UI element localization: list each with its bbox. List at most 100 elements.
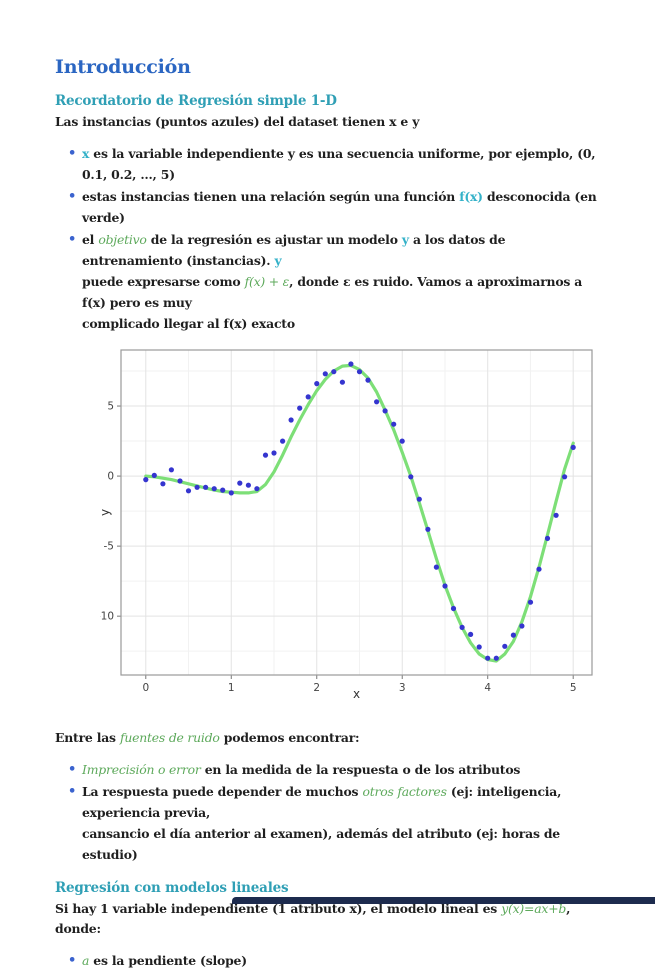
scatter-point xyxy=(553,512,559,518)
inline-cyan-text: y xyxy=(401,232,409,247)
scatter-point xyxy=(408,474,414,480)
section1-bullet-list: x es la variable independiente y es una … xyxy=(55,143,600,334)
scatter-point xyxy=(570,444,576,450)
scatter-point xyxy=(416,496,422,502)
scatter-point xyxy=(433,564,439,570)
scatter-point xyxy=(544,535,551,541)
scatter-point xyxy=(382,408,388,414)
scatter-point xyxy=(391,421,397,427)
inline-text: es la variable independiente y es una se… xyxy=(82,146,596,182)
scatter-point xyxy=(450,605,457,612)
inline-text: La respuesta puede depender de muchos xyxy=(82,784,363,799)
inline-cyan-text: y xyxy=(274,253,282,268)
scatter-point xyxy=(262,452,269,458)
x-tick-label: 2 xyxy=(313,682,320,694)
y-tick-label: 5 xyxy=(107,401,114,413)
scatter-point xyxy=(228,490,234,496)
y-tick-label: -10 xyxy=(100,611,114,623)
scatter-point xyxy=(502,643,508,649)
next-block-top-edge xyxy=(232,897,655,904)
scatter-point xyxy=(254,486,260,492)
scatter-point xyxy=(143,477,149,483)
scatter-point xyxy=(562,474,568,480)
inline-text: estas instancias tienen una relación seg… xyxy=(82,189,460,204)
scatter-point xyxy=(519,623,525,629)
scatter-point xyxy=(468,631,474,637)
y-axis-label: y xyxy=(100,509,112,516)
inline-green-text: otros factores xyxy=(362,784,447,799)
scatter-point xyxy=(314,381,320,387)
scatter-point xyxy=(297,405,303,411)
page-title: Introducción xyxy=(55,56,191,78)
inline-cyan-text: f(x) xyxy=(459,189,483,204)
scatter-point xyxy=(160,481,166,487)
inline-green-text: f(x) + ε xyxy=(244,274,290,289)
inline-text: desconocida (en verde) xyxy=(82,189,597,225)
document-page: Introducción Recordatorio de Regresión s… xyxy=(0,56,655,971)
x-tick-label: 4 xyxy=(484,682,491,694)
y-tick-label: 0 xyxy=(107,471,114,483)
inline-text: el xyxy=(82,232,99,247)
scatter-point xyxy=(168,467,174,473)
section2-lead: Si hay 1 variable independiente (1 atrib… xyxy=(55,899,600,939)
scatter-point xyxy=(322,371,328,377)
inline-cyan-text: x xyxy=(82,146,90,161)
bullet-item: a es la pendiente (slope) xyxy=(68,950,600,971)
scatter-point xyxy=(280,438,286,444)
inline-text: Entre las xyxy=(55,730,120,745)
scatter-point xyxy=(442,583,448,589)
scatter-point xyxy=(305,394,311,400)
scatter-point xyxy=(237,480,243,486)
scatter-point xyxy=(493,655,499,661)
x-tick-label: 3 xyxy=(399,682,406,694)
scatter-point xyxy=(185,488,192,494)
section2-bullet-list: a es la pendiente (slope) xyxy=(55,950,600,971)
section-heading-regresion-simple: Recordatorio de Regresión simple 1-D xyxy=(55,93,337,109)
scatter-point xyxy=(177,478,183,484)
inline-text: a los datos de entrenamiento (instancias… xyxy=(82,232,506,268)
inline-text: cansancio el día anterior al examen), ad… xyxy=(82,826,560,862)
scatter-point xyxy=(476,644,482,650)
figure-svg: 0 1 2 3 4 5 5 0 -5 -10 x y xyxy=(100,349,593,701)
inline-text: , donde ε es ruido. Vamos a aproximarnos… xyxy=(82,274,583,310)
bullet-item: estas instancias tienen una relación seg… xyxy=(68,186,600,228)
scatter-point xyxy=(339,379,345,385)
x-axis-label: x xyxy=(353,687,360,701)
inline-green-text: fuentes de ruido xyxy=(119,730,220,745)
scatter-point xyxy=(203,484,209,490)
scatter-point xyxy=(510,632,516,638)
scatter-point xyxy=(356,369,363,375)
scatter-point xyxy=(365,377,371,383)
inline-text: complicado llegar al f(x) exacto xyxy=(82,316,295,331)
inline-green-text: a xyxy=(82,953,90,968)
inline-green-text: Imprecisión o error xyxy=(82,762,201,777)
y-tick-label: -5 xyxy=(104,541,114,553)
section-heading-modelos-lineales: Regresión con modelos lineales xyxy=(55,880,289,896)
noise-bullet-list: Imprecisión o error en la medida de la r… xyxy=(55,759,600,865)
inline-text: en la medida de la respuesta o de los at… xyxy=(200,762,521,777)
regression-figure: 0 1 2 3 4 5 5 0 -5 -10 x y xyxy=(100,346,600,706)
inline-text: de la regresión es ajustar un modelo xyxy=(146,232,402,247)
inline-green-text: objetivo xyxy=(98,232,147,247)
x-tick-label: 1 xyxy=(228,682,235,694)
x-tick-label: 0 xyxy=(142,682,149,694)
inline-text: es la pendiente (slope) xyxy=(89,953,247,968)
bullet-item: Imprecisión o error en la medida de la r… xyxy=(68,759,600,780)
scatter-point xyxy=(245,482,251,488)
scatter-point xyxy=(399,438,405,444)
scatter-point xyxy=(459,624,465,630)
scatter-point xyxy=(536,566,542,572)
scatter-point xyxy=(288,417,294,423)
scatter-point xyxy=(348,361,354,367)
bullet-item: el objetivo de la regresión es ajustar u… xyxy=(68,229,600,334)
scatter-point xyxy=(220,487,226,493)
scatter-point xyxy=(151,472,157,478)
inline-text: (ej: inteligencia, experiencia previa, xyxy=(82,784,562,820)
scatter-point xyxy=(331,369,337,375)
x-tick-label: 5 xyxy=(570,682,577,694)
scatter-point xyxy=(527,599,534,605)
inline-text: puede expresarse como xyxy=(82,274,245,289)
scatter-point xyxy=(425,526,431,532)
scatter-point xyxy=(485,655,491,661)
section1-lead: Las instancias (puntos azules) del datas… xyxy=(55,114,420,129)
